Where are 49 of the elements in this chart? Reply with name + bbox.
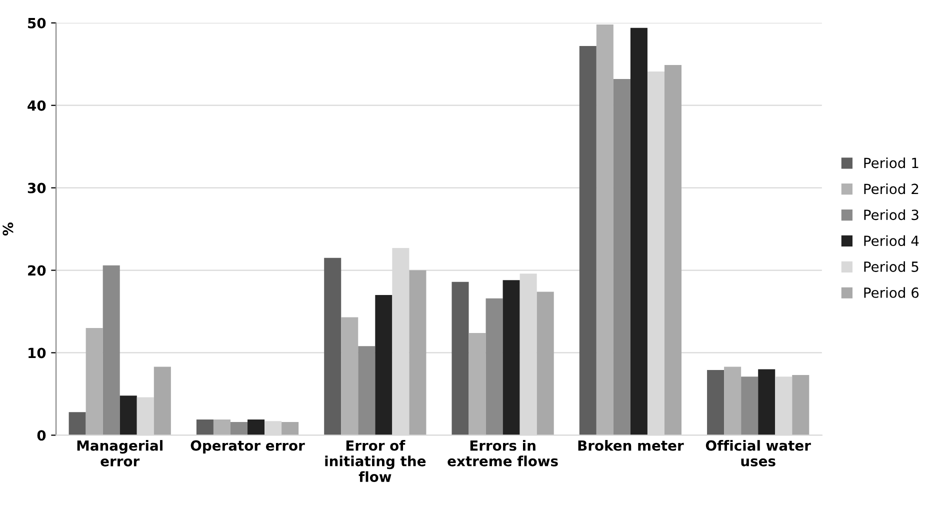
legend-label: Period 4 bbox=[864, 235, 919, 246]
y-tick-label: 10 bbox=[28, 348, 46, 358]
bar bbox=[596, 24, 614, 436]
x-tick-label: Official water uses bbox=[706, 440, 811, 466]
bar bbox=[613, 78, 630, 436]
legend-label: Period 3 bbox=[864, 209, 918, 220]
bar bbox=[502, 280, 520, 436]
x-tick-label: Broken meter bbox=[578, 440, 684, 451]
y-tick-label: 0 bbox=[37, 430, 46, 441]
x-tick-label: Operator error bbox=[190, 440, 305, 454]
bar bbox=[758, 369, 776, 436]
legend-label: Period 6 bbox=[864, 287, 919, 298]
legend-label: Period 1 bbox=[864, 157, 918, 168]
bar bbox=[86, 328, 103, 436]
bar bbox=[102, 265, 120, 436]
y-tick-label: 20 bbox=[28, 265, 46, 276]
bar bbox=[154, 366, 171, 436]
bar bbox=[536, 292, 554, 436]
y-tick-label: 30 bbox=[28, 182, 46, 194]
bar bbox=[282, 422, 299, 436]
bar bbox=[358, 346, 376, 436]
bar bbox=[341, 317, 358, 436]
bar bbox=[375, 295, 392, 436]
bar bbox=[630, 28, 648, 436]
bar bbox=[792, 375, 810, 436]
x-tick-label: Managerial error bbox=[77, 440, 162, 466]
bar bbox=[724, 366, 742, 436]
bar bbox=[196, 420, 214, 436]
legend-label: Period 2 bbox=[864, 183, 918, 194]
y-axis-title: % bbox=[2, 222, 14, 236]
bar bbox=[741, 376, 758, 436]
y-tick-label: 40 bbox=[28, 100, 46, 111]
bar bbox=[324, 258, 342, 436]
y-tick-label: 50 bbox=[28, 18, 46, 28]
bar bbox=[468, 332, 486, 436]
bar bbox=[452, 282, 469, 436]
bar bbox=[248, 420, 265, 436]
bar bbox=[707, 370, 724, 436]
bar bbox=[68, 412, 86, 436]
bar bbox=[230, 422, 248, 436]
legend-label: Period 5 bbox=[864, 261, 918, 272]
bar bbox=[213, 420, 230, 436]
bar bbox=[409, 270, 426, 436]
x-tick-label: Errors in extreme flows bbox=[448, 440, 558, 466]
x-tick-label: Error of initiating the flow bbox=[325, 440, 426, 482]
bar bbox=[120, 396, 137, 436]
bar bbox=[664, 64, 682, 436]
bar bbox=[579, 46, 596, 436]
bar bbox=[486, 298, 503, 436]
